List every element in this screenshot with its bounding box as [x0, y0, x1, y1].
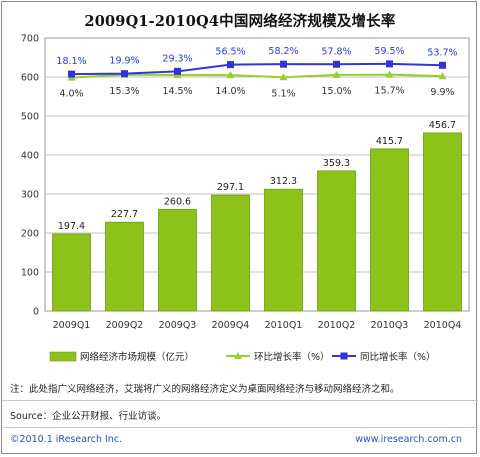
website: www.iresearch.com.cn: [355, 434, 462, 445]
y-tick-label: 700: [21, 34, 39, 45]
yoy-growth-line: [71, 62, 443, 76]
yoy-growth-marker: [439, 61, 446, 69]
chart-title: 2009Q1-2010Q4中国网络经济规模及增长率: [84, 13, 396, 30]
bar: [423, 132, 462, 312]
bar: [317, 170, 356, 312]
yoy-growth-marker: [280, 60, 287, 68]
x-tick-label: 2009Q1: [53, 320, 91, 331]
bar: [264, 188, 303, 312]
bar: [158, 208, 197, 312]
y-tick-label: 600: [21, 73, 39, 84]
yoy-growth-marker: [174, 67, 181, 75]
mom-growth-label: 14.5%: [162, 86, 192, 97]
divider: [2, 427, 478, 428]
plot-area: [44, 37, 470, 312]
chart-canvas: 0 100 200 300 400 500 600 700 197.4 227.7 260.6 297…: [21, 34, 470, 363]
yoy-growth-marker: [386, 60, 393, 68]
mom-growth-label: 15.0%: [321, 86, 351, 97]
bar-value-label: 456.7: [429, 120, 456, 131]
mom-growth-label: 4.0%: [59, 89, 83, 100]
mom-growth-marker: [438, 72, 447, 80]
bar-value-label: 197.4: [58, 221, 85, 232]
yoy-growth-label: 58.2%: [268, 46, 298, 57]
yoy-growth-marker: [333, 60, 340, 68]
source-note: Source：企业公开财报、行业访谈。: [10, 411, 167, 422]
bar-value-label: 260.6: [164, 196, 191, 207]
x-tick-label: 2009Q2: [106, 320, 144, 331]
bar-value-label: 227.7: [111, 209, 138, 220]
yoy-growth-marker: [121, 70, 128, 78]
y-tick-label: 200: [21, 229, 39, 240]
x-tick-label: 2010Q2: [318, 320, 356, 331]
divider: [2, 400, 478, 401]
bar: [211, 194, 250, 312]
mom-growth-marker: [385, 70, 394, 78]
mom-growth-label: 5.1%: [271, 88, 295, 99]
bar: [52, 233, 91, 312]
yoy-growth-label: 56.5%: [215, 47, 245, 58]
y-tick-label: 300: [21, 190, 39, 201]
y-tick-label: 0: [33, 307, 39, 318]
legend-label: 同比增长率（%）: [360, 351, 436, 363]
yoy-growth-label: 59.5%: [374, 46, 404, 57]
x-tick-label: 2010Q4: [424, 320, 462, 331]
mom-growth-marker: [279, 73, 288, 81]
x-tick-label: 2010Q3: [371, 320, 409, 331]
bar-value-label: 415.7: [376, 136, 403, 147]
bar: [105, 221, 144, 312]
mom-growth-line: [71, 73, 443, 79]
yoy-growth-label: 18.1%: [56, 56, 86, 67]
legend-swatch-marker: [340, 352, 348, 360]
copyright: ©2010.1 iResearch Inc.: [10, 434, 123, 445]
legend-label: 环比增长率（%）: [254, 351, 330, 363]
mom-growth-label: 15.7%: [374, 86, 404, 97]
mom-growth-marker: [332, 70, 341, 78]
yoy-growth-label: 29.3%: [162, 53, 192, 64]
x-tick-label: 2010Q1: [265, 320, 303, 331]
yoy-growth-marker: [227, 61, 234, 69]
footnote: 注：此处指广义网络经济，艾瑞将广义的网络经济定义为桌面网络经济与移动网络经济之和…: [10, 384, 400, 395]
yoy-growth-marker: [68, 70, 75, 78]
yoy-growth-label: 53.7%: [427, 47, 457, 58]
legend-swatch-marker: [234, 352, 242, 359]
legend-label: 网络经济市场规模（亿元）: [80, 351, 194, 363]
bar-value-label: 359.3: [323, 158, 350, 169]
mom-growth-label: 9.9%: [430, 87, 454, 98]
x-tick-label: 2009Q4: [212, 320, 250, 331]
bar: [370, 148, 409, 312]
mom-growth-label: 14.0%: [215, 86, 245, 97]
mom-growth-label: 15.3%: [109, 86, 139, 97]
legend-swatch-bar: [49, 351, 77, 362]
y-tick-label: 400: [21, 151, 39, 162]
bar-value-label: 297.1: [217, 182, 244, 193]
y-tick-label: 100: [21, 268, 39, 279]
yoy-growth-label: 57.8%: [321, 46, 351, 57]
x-tick-label: 2009Q3: [159, 320, 197, 331]
bar-value-label: 312.3: [270, 176, 297, 187]
y-tick-label: 500: [21, 112, 39, 123]
yoy-growth-label: 19.9%: [109, 56, 139, 67]
mom-growth-marker: [226, 71, 235, 79]
